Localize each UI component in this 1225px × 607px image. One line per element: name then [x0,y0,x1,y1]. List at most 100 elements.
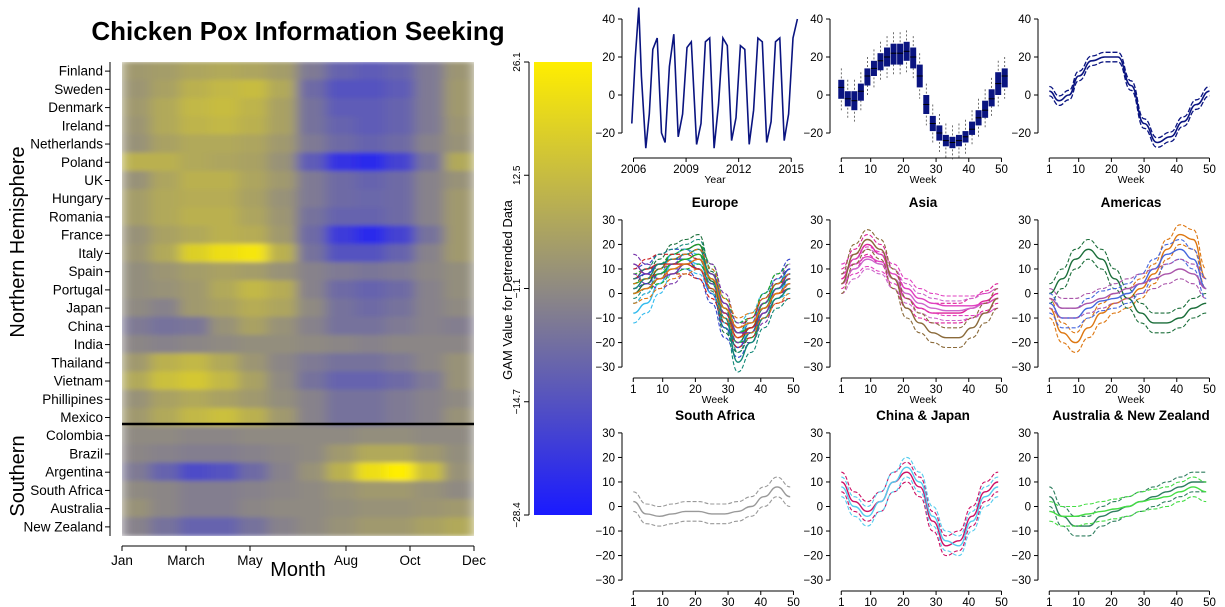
series-line [633,258,791,329]
heatmap-cell [267,262,299,282]
y-tick-label: 0 [609,289,615,301]
confidence-band [1049,496,1207,527]
y-tick-label: −10 [1011,313,1031,325]
heatmap-cell [179,262,211,282]
x-tick-label: 50 [995,597,1008,607]
heatmap-cell [122,353,153,373]
heatmap-cell [209,334,241,355]
x-tick-label: 40 [754,384,767,396]
series-line [1049,486,1207,517]
heatmap-cell [122,462,153,482]
heatmap-cell [385,444,417,464]
heatmap-cell [209,262,241,282]
confidence-band [841,229,999,329]
x-tick-label: 1 [838,164,844,176]
country-label: Portugal [53,282,103,297]
heatmap-cell [297,426,329,446]
heatmap-cell [414,426,446,446]
heatmap-cell [443,116,474,136]
heatmap-cell [122,444,153,464]
heatmap-cell [443,225,474,245]
panel-3: −20 0 20 40 1 10 20 30 40 50 Week [1011,14,1215,186]
heatmap-cell [385,280,417,300]
heatmap-title: Chicken Pox Information Seeking [91,16,504,46]
box [910,47,917,69]
heatmap-cell [179,444,211,464]
heatmap-cell [355,79,387,99]
panel-1: −20 0 20 40 2006 2009 2012 2015 Year [595,7,804,186]
heatmap-cell [150,243,182,264]
heatmap-cell [297,152,329,172]
series-line [1049,56,1210,144]
box [864,68,871,86]
month-label: March [167,553,205,568]
country-label: Thailand [51,355,103,370]
heatmap-cell [355,62,387,81]
heatmap-cell [414,517,446,536]
x-tick-label: 10 [864,597,877,607]
heatmap-cell [209,79,241,99]
heatmap-cell [414,189,446,209]
country-label: Sweden [54,82,103,97]
y-tick-label: 20 [602,452,615,464]
heatmap-cell [267,243,299,264]
heatmap-cell [297,116,329,136]
heatmap-cell [267,97,299,118]
heatmap-cell [267,444,299,464]
month-label: Dec [462,553,486,568]
heatmap-cell [355,371,387,391]
x-tick-label: 50 [787,384,800,396]
series-line [840,238,999,339]
heatmap-cell [179,316,211,336]
panel-6: Americas −30 −20 −10 0 10 20 30 1 10 20 30 40 50 Week [1011,195,1215,406]
box [1001,68,1008,88]
heatmap-cell [150,499,182,519]
heatmap-cell [267,152,299,172]
heatmap-cell [414,116,446,136]
y-tick-label: 0 [1025,289,1031,301]
heatmap-cell [238,225,270,245]
heatmap-cell [209,243,241,264]
heatmap-cell [238,243,270,264]
heatmap-cell [414,152,446,172]
heatmap-cell [209,189,241,209]
box [877,53,884,71]
heatmap-cell [179,97,211,118]
confidence-band [1049,471,1207,517]
heatmap-cell [150,316,182,336]
y-tick-label: −20 [1011,551,1031,563]
heatmap-cell [150,262,182,282]
heatmap-cell [385,170,417,191]
heatmap-cell [326,389,358,409]
heatmap-cell [179,462,211,482]
heatmap-cell [179,79,211,99]
heatmap-cell [267,334,299,355]
y-tick-label: −30 [1011,575,1031,587]
heatmap-cell [209,371,241,391]
legend-tick-label: 12.5 [512,165,523,185]
heatmap-cell [355,480,387,501]
heatmap-cell [238,499,270,519]
heatmap-cell [179,426,211,446]
confidence-band [1049,258,1207,334]
heatmap-cell [122,225,153,245]
series-line [841,466,999,547]
heatmap-cell [238,62,270,81]
x-tick-label: 1 [1046,164,1052,176]
heatmap-cell [297,298,329,318]
heatmap-cell [150,462,182,482]
x-tick-label: 20 [897,384,910,396]
y-tick-label: 20 [1018,239,1031,251]
country-label: India [74,337,104,352]
y-tick-label: 20 [810,239,823,251]
heatmap-cell [122,371,153,391]
heatmap-cell [150,152,182,172]
heatmap-cell [326,353,358,373]
heatmap-cell [326,97,358,118]
heatmap-cell [238,134,270,154]
month-label: Jan [111,553,133,568]
heatmap-cell [179,499,211,519]
country-label: Italy [78,246,103,261]
heatmap-cell [267,134,299,154]
heatmap-cell [150,480,182,501]
